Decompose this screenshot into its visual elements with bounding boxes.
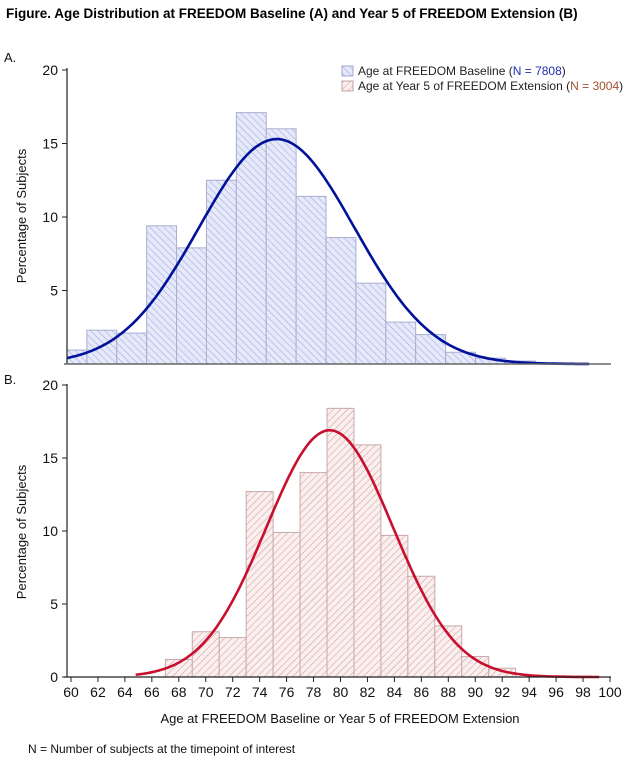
x-tick-label: 84 — [387, 684, 403, 700]
panel-b-y-ticks: 0 5 10 15 20 — [42, 377, 67, 685]
panel-a-bars — [66, 112, 536, 365]
panel-a-y-tick-label: 15 — [42, 136, 58, 152]
panel-a-y-tick-label: 20 — [42, 62, 58, 78]
panel-b-y-tick-label: 20 — [42, 377, 58, 393]
panel-b: B. 0 5 10 15 20 60 62 64 66 68 70 72 74 76 78 80 82 84 86… — [4, 372, 622, 726]
panel-b-bar — [272, 531, 301, 678]
panel-b-y-tick-label: 0 — [50, 669, 58, 685]
panel-b-bars — [164, 407, 517, 678]
x-tick-label: 92 — [494, 684, 510, 700]
x-tick-label: 98 — [575, 684, 591, 700]
x-tick-label: 60 — [63, 684, 79, 700]
panel-b-bar — [353, 444, 382, 678]
x-tick-label: 78 — [306, 684, 322, 700]
x-tick-label: 86 — [414, 684, 430, 700]
x-tick-label: 72 — [225, 684, 241, 700]
panel-b-bar — [218, 637, 247, 678]
x-tick-label: 94 — [521, 684, 537, 700]
panel-b-bar — [299, 472, 328, 678]
panel-b-y-tick-label: 5 — [50, 596, 58, 612]
panel-a: A. 5 10 15 20 Percentage of Subjects — [4, 50, 611, 366]
legend-label-baseline: Age at FREEDOM Baseline (N = 7808) — [358, 64, 566, 78]
legend-label-year5: Age at Year 5 of FREEDOM Extension (N = … — [358, 79, 623, 93]
panel-b-y-tick-label: 10 — [42, 523, 58, 539]
panel-b-label: B. — [4, 372, 16, 387]
figure-title: Figure. Age Distribution at FREEDOM Base… — [6, 6, 578, 21]
x-tick-label: 64 — [117, 684, 133, 700]
legend-swatch-baseline — [341, 65, 354, 77]
x-tick-label: 88 — [441, 684, 457, 700]
legend-item-year5: Age at Year 5 of FREEDOM Extension (N = … — [341, 79, 623, 93]
x-axis-label: Age at FREEDOM Baseline or Year 5 of FRE… — [160, 711, 519, 726]
panel-b-y-tick-label: 15 — [42, 450, 58, 466]
footnote: N = Number of subjects at the timepoint … — [28, 742, 296, 756]
panel-b-y-label: Percentage of Subjects — [14, 464, 29, 599]
panel-a-bar — [265, 128, 297, 365]
panel-a-bar — [325, 237, 357, 365]
panel-a-normal-curve — [66, 137, 590, 366]
x-tick-label: 66 — [144, 684, 160, 700]
panel-a-bar — [385, 321, 417, 365]
panel-a-bar — [295, 195, 327, 365]
x-tick-label: 100 — [598, 684, 622, 700]
panel-b-x-ticks: 60 62 64 66 68 70 72 74 76 78 80 82 84 86 88 90 92 94 96 98… — [63, 677, 622, 700]
panel-a-bar — [176, 247, 207, 365]
x-tick-label: 96 — [548, 684, 564, 700]
panel-a-bar — [355, 282, 387, 365]
panel-a-y-ticks: 5 10 15 20 — [42, 62, 67, 299]
x-tick-label: 82 — [360, 684, 376, 700]
legend: Age at FREEDOM Baseline (N = 7808) Age a… — [341, 64, 623, 93]
x-tick-label: 90 — [467, 684, 483, 700]
panel-b-bar — [191, 631, 220, 678]
x-tick-label: 74 — [252, 684, 268, 700]
x-tick-label: 70 — [198, 684, 214, 700]
panel-a-bar — [146, 225, 178, 365]
legend-item-baseline: Age at FREEDOM Baseline (N = 7808) — [341, 64, 566, 78]
x-tick-label: 80 — [333, 684, 349, 700]
panel-b-normal-curve — [135, 429, 600, 679]
x-tick-label: 62 — [90, 684, 106, 700]
panel-a-label: A. — [4, 50, 16, 65]
x-tick-label: 68 — [171, 684, 187, 700]
panel-b-bar — [326, 407, 355, 678]
legend-swatch-year5 — [341, 80, 354, 92]
panel-a-bar — [116, 332, 148, 365]
panel-b-bar — [380, 534, 409, 678]
x-tick-label: 76 — [279, 684, 295, 700]
panel-a-y-label: Percentage of Subjects — [14, 148, 29, 283]
panel-a-y-tick-label: 10 — [42, 209, 58, 225]
panel-a-y-tick-label: 5 — [50, 283, 58, 299]
